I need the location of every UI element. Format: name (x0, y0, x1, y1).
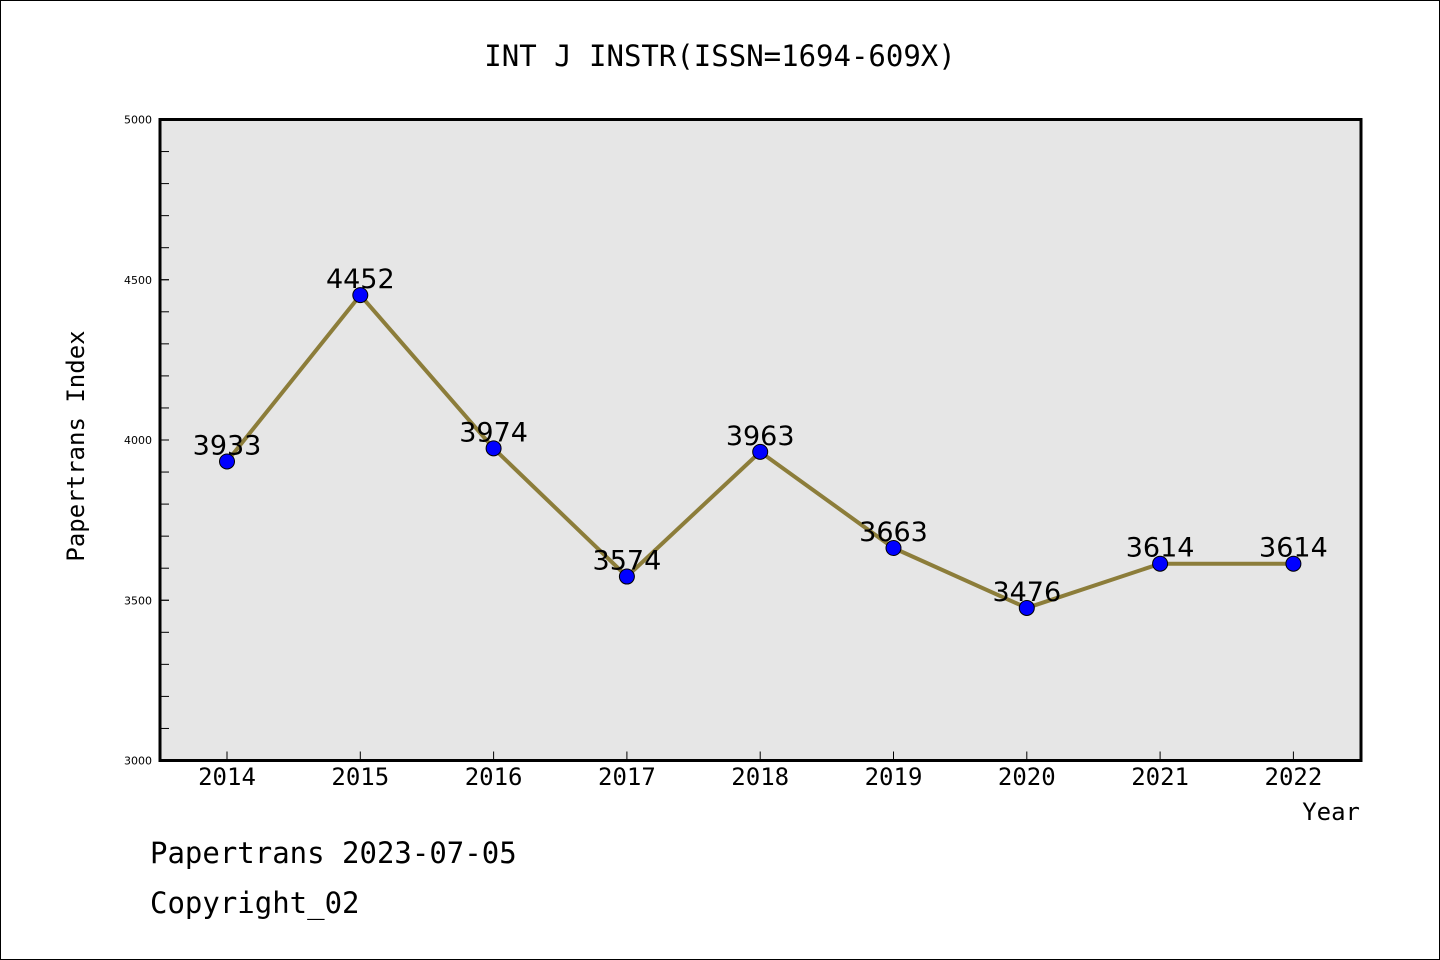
chart-title: INT J INSTR(ISSN=1694-609X) (484, 39, 955, 73)
data-point (618, 568, 635, 585)
x-tick-label: 2014 (198, 763, 256, 791)
y-tick-label: 3000 (124, 755, 152, 768)
data-label: 3476 (992, 577, 1061, 608)
data-point (1152, 555, 1169, 572)
x-axis-tick-labels: 2014 2015 2016 2017 2018 2019 2020 2021 2022 (198, 751, 1323, 791)
data-point (1018, 599, 1035, 616)
data-point (352, 287, 369, 304)
footer-date: Papertrans 2023-07-05 (150, 836, 517, 870)
x-tick-label: 2022 (1265, 763, 1323, 791)
y-tick-label: 3500 (124, 594, 152, 607)
y-tick-label: 4500 (124, 274, 152, 287)
y-tick-label: 4000 (124, 434, 152, 447)
x-tick-label: 2021 (1131, 763, 1189, 791)
data-label: 3974 (459, 417, 528, 448)
data-label: 3614 (1126, 533, 1195, 564)
x-tick-label: 2019 (865, 763, 923, 791)
x-axis-label: Year (1302, 798, 1360, 826)
data-point (219, 453, 235, 470)
y-axis-ticks: 3000 3500 4000 4500 5000 (124, 114, 169, 768)
data-label: 3614 (1259, 533, 1328, 564)
data-point (1285, 555, 1302, 572)
data-label: 3963 (726, 421, 795, 452)
x-tick-label: 2016 (465, 763, 523, 791)
y-tick-label: 5000 (124, 114, 152, 127)
data-label: 4452 (326, 264, 395, 295)
data-label: 3933 (193, 430, 262, 461)
x-tick-label: 2017 (598, 763, 656, 791)
data-point (885, 540, 902, 557)
data-label: 3574 (593, 546, 662, 577)
data-labels: 3933 4452 3974 3574 3963 3663 3476 3614 3614 (193, 264, 1328, 608)
x-tick-label: 2015 (331, 763, 389, 791)
data-points (219, 287, 1302, 616)
plot-area (158, 118, 1363, 762)
data-point (752, 443, 769, 460)
x-tick-label: 2020 (998, 763, 1056, 791)
x-tick-label: 2018 (731, 763, 789, 791)
data-point (485, 440, 502, 457)
data-label: 3663 (859, 517, 928, 548)
footer-copyright: Copyright_02 (150, 886, 360, 921)
y-axis-label: Papertrans Index (62, 330, 90, 561)
